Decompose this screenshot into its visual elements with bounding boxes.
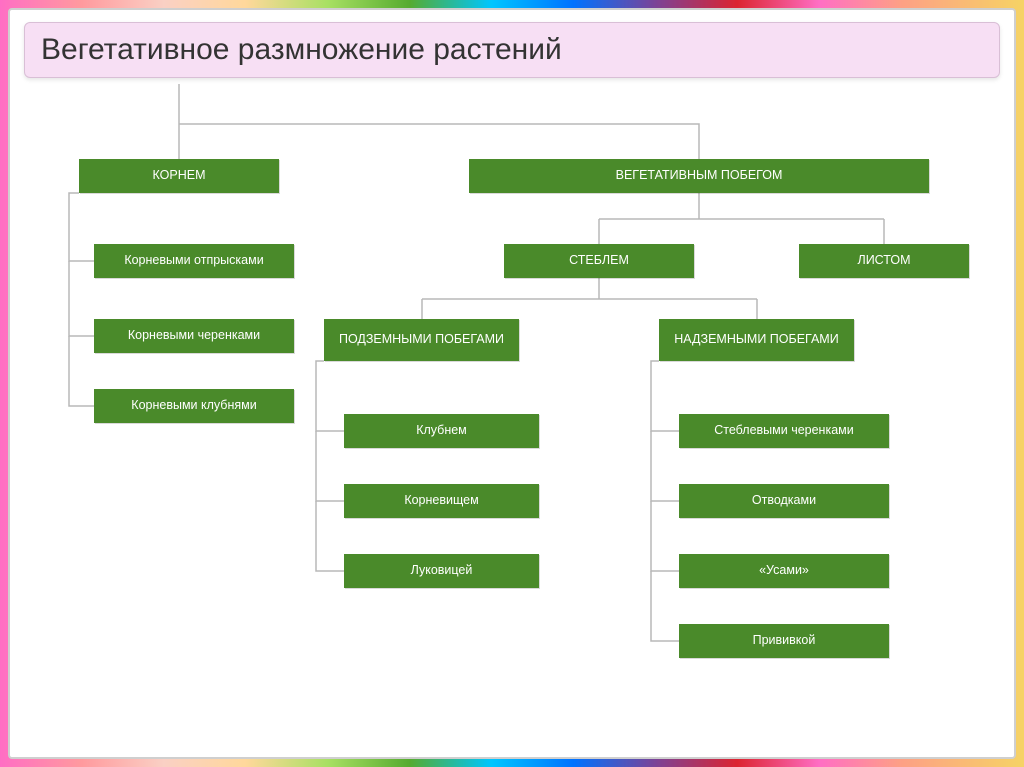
node-root_tubers: Корневыми клубнями <box>94 389 294 423</box>
node-aboveground: НАДЗЕМНЫМИ ПОБЕГАМИ <box>659 319 854 361</box>
slide-frame: Вегетативное размножение растений КОРНЕМ… <box>8 8 1016 759</box>
node-rhizome: Корневищем <box>344 484 539 518</box>
node-by_leaf: ЛИСТОМ <box>799 244 969 278</box>
node-veg_shoot: ВЕГЕТАТИВНЫМ ПОБЕГОМ <box>469 159 929 193</box>
page-title: Вегетативное размножение растений <box>24 22 1000 78</box>
decorative-border: Вегетативное размножение растений КОРНЕМ… <box>0 0 1024 767</box>
node-by_stem: СТЕБЛЕМ <box>504 244 694 278</box>
node-layering: Отводками <box>679 484 889 518</box>
node-underground: ПОДЗЕМНЫМИ ПОБЕГАМИ <box>324 319 519 361</box>
node-root_by: КОРНЕМ <box>79 159 279 193</box>
node-grafting: Прививкой <box>679 624 889 658</box>
node-tuber: Клубнем <box>344 414 539 448</box>
node-stem_cuttings: Стеблевыми черенками <box>679 414 889 448</box>
node-root_offshoots: Корневыми отпрысками <box>94 244 294 278</box>
node-root_cuttings: Корневыми черенками <box>94 319 294 353</box>
hierarchy-diagram: КОРНЕМ Корневыми отпрысками Корневыми чере… <box>24 84 1000 724</box>
node-bulb: Луковицей <box>344 554 539 588</box>
node-runners: «Усами» <box>679 554 889 588</box>
